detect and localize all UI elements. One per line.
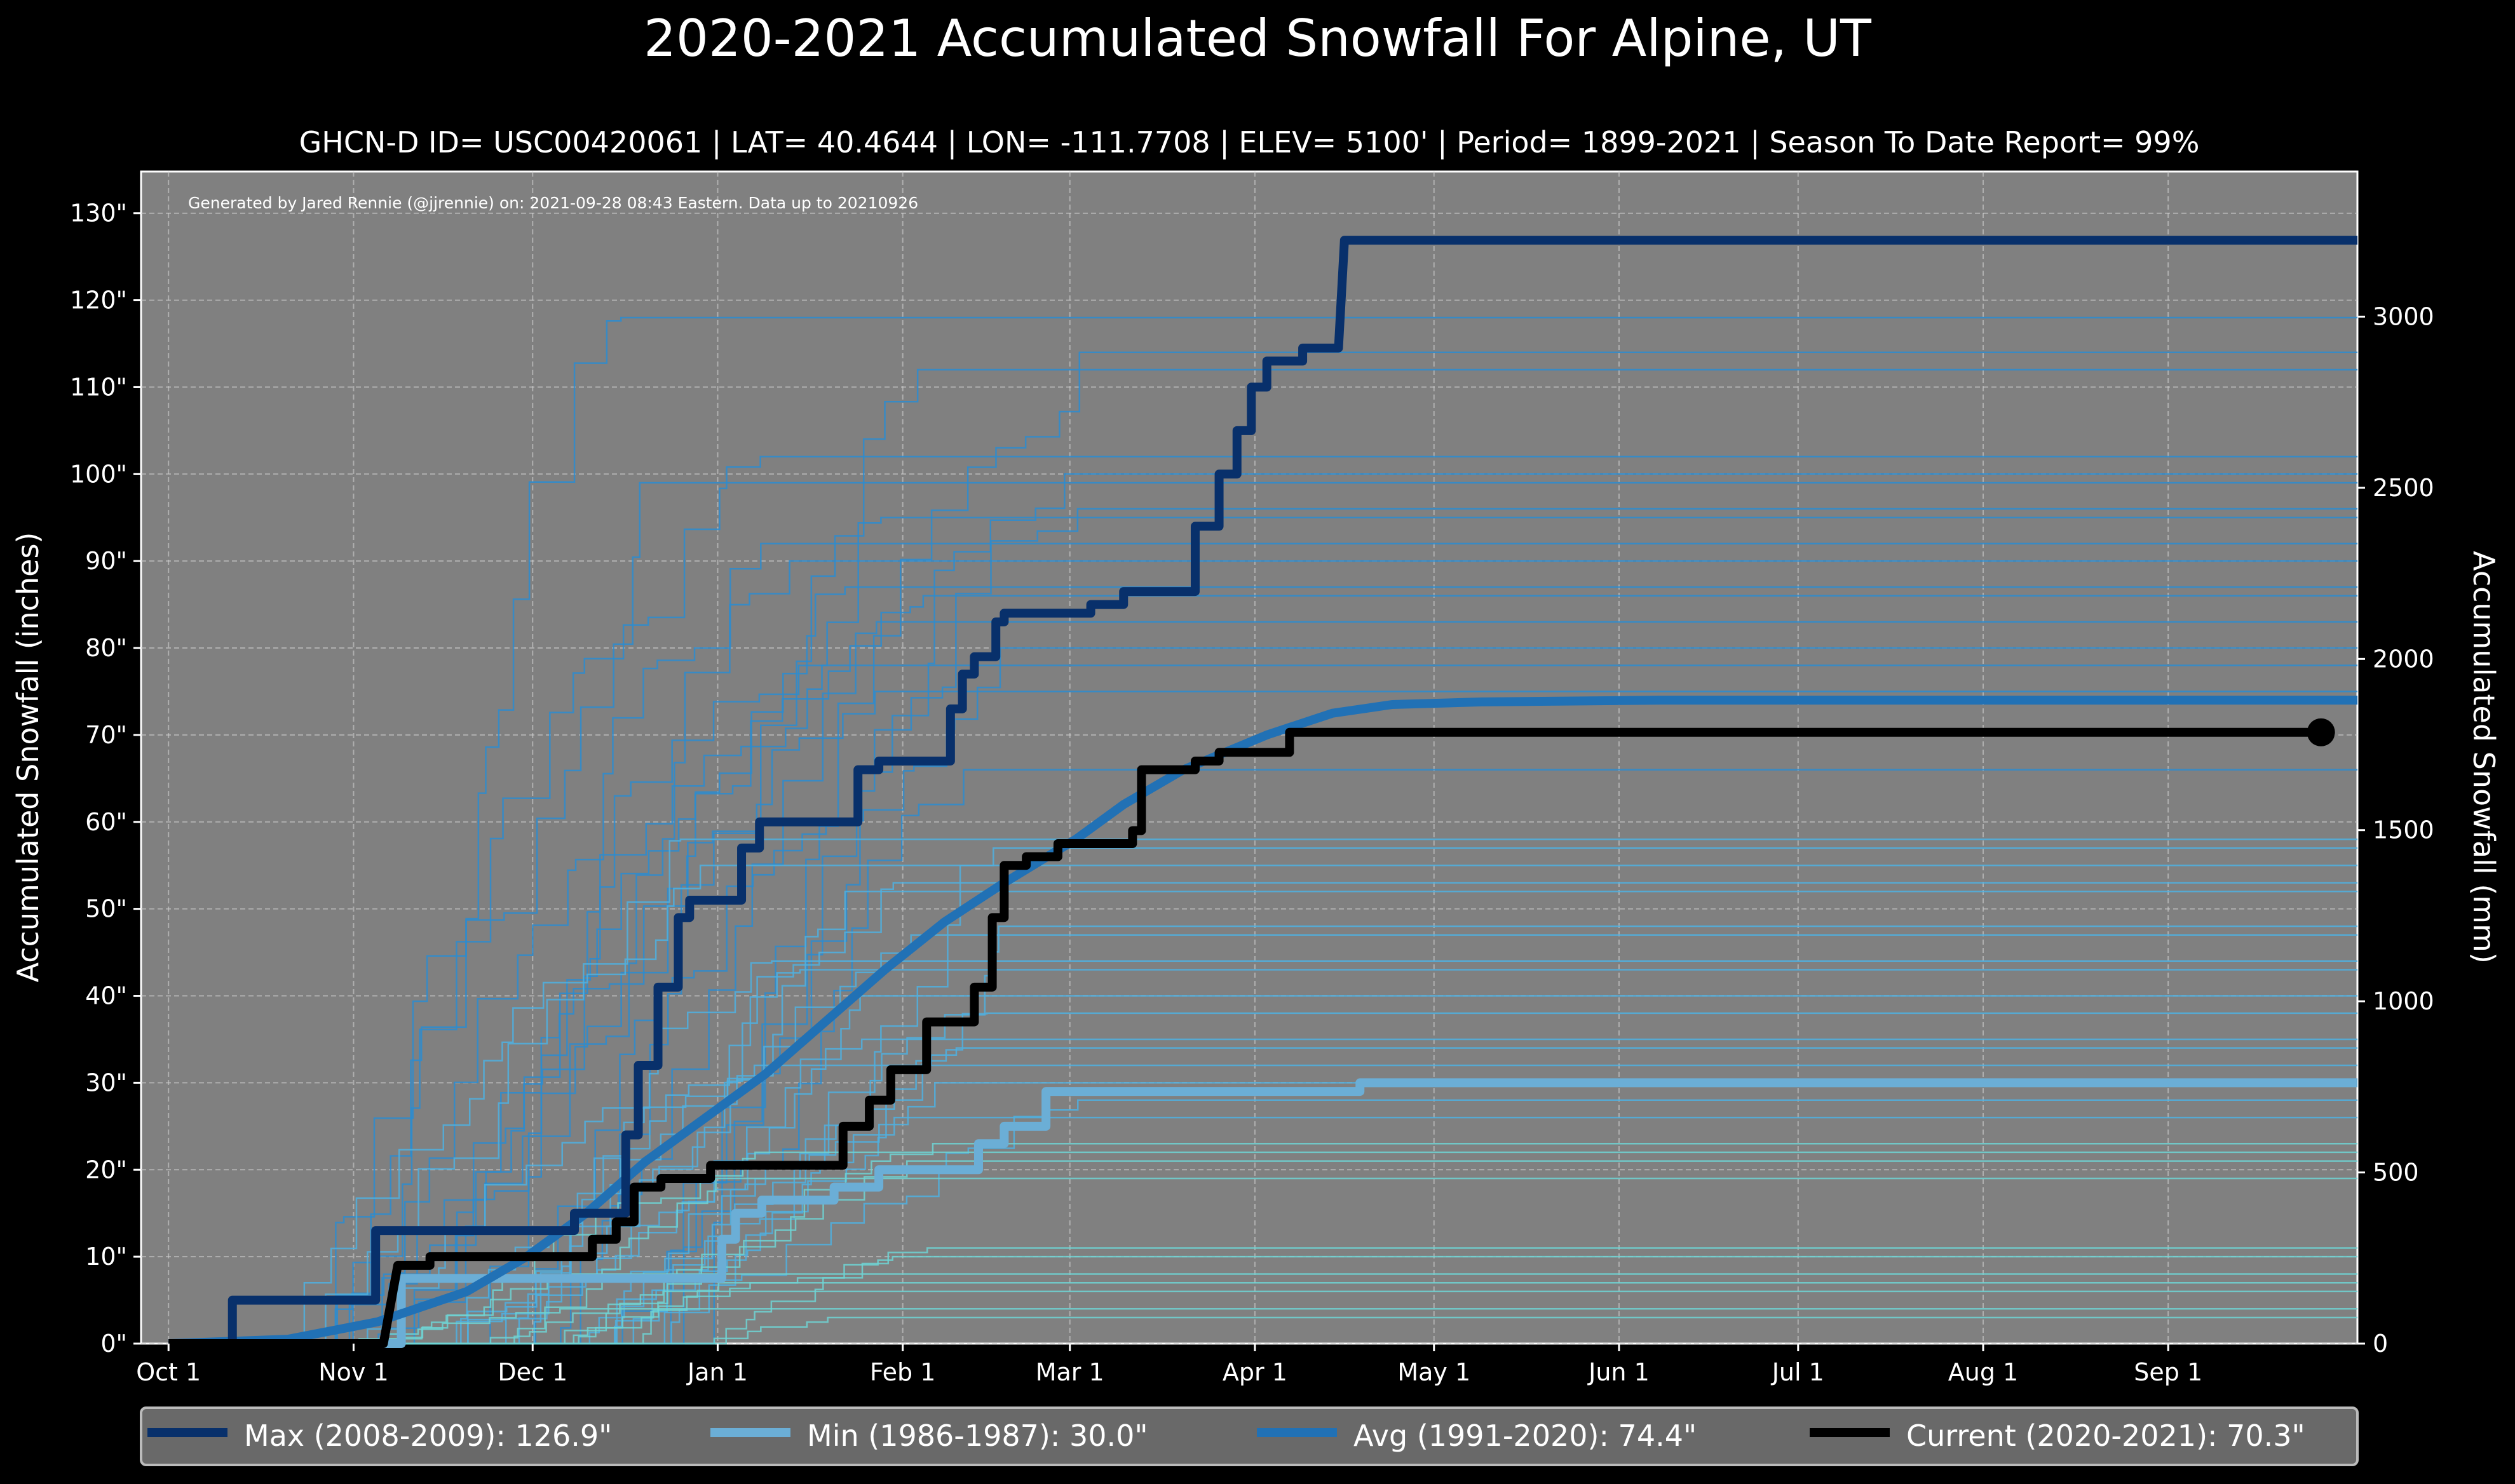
x-tick-label: Sep 1 xyxy=(2134,1358,2202,1386)
series-line-avg xyxy=(168,696,2357,1348)
legend-label: Avg (1991-2020): 74.4" xyxy=(1353,1419,1697,1453)
historical-season-line xyxy=(168,1142,2357,1345)
legend: Max (2008-2009): 126.9" Min (1986-1987): … xyxy=(140,1406,2359,1466)
y-right-tick-label: 1000 xyxy=(2373,987,2434,1015)
historical-season-line xyxy=(168,351,2357,1345)
y-tick-label: 130" xyxy=(70,199,127,227)
y-right-tick-label: 3000 xyxy=(2373,302,2434,330)
y-tick-label: 80" xyxy=(85,634,127,662)
y-tick-label: 120" xyxy=(70,287,127,314)
historical-season-line xyxy=(168,1099,2357,1345)
historical-season-line xyxy=(168,455,2357,1345)
x-tick-label: Jul 1 xyxy=(1771,1358,1824,1386)
historical-season-line xyxy=(168,1160,2357,1345)
legend-item-current: Current (2020-2021): 70.3" xyxy=(1810,1419,2305,1453)
legend-item-min: Min (1986-1987): 30.0" xyxy=(710,1419,1148,1453)
legend-label: Max (2008-2009): 126.9" xyxy=(244,1419,612,1453)
y-tick-label: 20" xyxy=(85,1156,127,1184)
historical-season-line xyxy=(168,1281,2357,1345)
x-tick-label: Mar 1 xyxy=(1036,1358,1104,1386)
legend-item-max: Max (2008-2009): 126.9" xyxy=(147,1419,612,1453)
y-right-tick-label: 2000 xyxy=(2373,645,2434,673)
y-tick-label: 100" xyxy=(70,460,127,488)
y-tick-label: 0" xyxy=(100,1330,127,1358)
x-tick-label: May 1 xyxy=(1397,1358,1470,1386)
x-tick-label: Apr 1 xyxy=(1223,1358,1287,1386)
legend-swatch xyxy=(1257,1428,1337,1437)
legend-label: Current (2020-2021): 70.3" xyxy=(1906,1419,2305,1453)
chart-title: 2020-2021 Accumulated Snowfall For Alpin… xyxy=(644,9,1872,68)
x-tick-label: Feb 1 xyxy=(870,1358,936,1386)
historical-season-line xyxy=(168,1316,2357,1345)
legend-box xyxy=(140,1406,2359,1466)
historical-season-line xyxy=(168,482,2357,1345)
x-tick-label: Aug 1 xyxy=(1948,1358,2018,1386)
historical-season-line xyxy=(168,1012,2357,1345)
y-tick-label: 50" xyxy=(85,895,127,923)
y-tick-label: 60" xyxy=(85,808,127,836)
y-tick-label: 40" xyxy=(85,982,127,1010)
legend-label: Min (1986-1987): 30.0" xyxy=(807,1419,1148,1453)
historical-season-line xyxy=(168,621,2357,1345)
historical-season-line xyxy=(168,1290,2357,1345)
main-series xyxy=(168,236,2357,1348)
legend-swatch xyxy=(147,1428,227,1437)
x-tick-label: Jun 1 xyxy=(1587,1358,1650,1386)
historical-season-line xyxy=(168,316,2357,1345)
historical-season-line xyxy=(168,1116,2357,1345)
current-endpoint-marker xyxy=(2307,718,2335,746)
historical-season-line xyxy=(168,1038,2357,1345)
x-tick-label: Oct 1 xyxy=(136,1358,201,1386)
series-line-current xyxy=(168,727,2321,1348)
credit-text: Generated by Jared Rennie (@jjrennie) on… xyxy=(188,194,918,212)
historical-season-line xyxy=(168,1177,2357,1345)
legend-swatch xyxy=(1810,1428,1890,1437)
y-tick-label: 90" xyxy=(85,547,127,575)
y-tick-label: 70" xyxy=(85,721,127,749)
historical-season-line xyxy=(168,1255,2357,1345)
y-tick-label: 30" xyxy=(85,1069,127,1096)
historical-season-line xyxy=(168,543,2357,1345)
historical-season-line xyxy=(168,1082,2357,1345)
y-right-tick-label: 1500 xyxy=(2373,816,2434,844)
historical-season-line xyxy=(168,864,2357,1345)
y-axis-label: Accumulated Snowfall (inches) xyxy=(11,532,45,983)
axes: Oct 1 Nov 1 Dec 1 Jan 1 Feb 1 Mar 1 Apr 1 May 1… xyxy=(70,199,2434,1386)
historical-season-line xyxy=(168,934,2357,1345)
y-right-tick-label: 0 xyxy=(2373,1330,2388,1358)
y-right-tick-label: 2500 xyxy=(2373,474,2434,502)
historical-season-line xyxy=(168,960,2357,1345)
x-tick-label: Jan 1 xyxy=(686,1358,748,1386)
historical-season-line xyxy=(168,595,2357,1345)
legend-item-avg: Avg (1991-2020): 74.4" xyxy=(1257,1419,1697,1453)
y-tick-label: 10" xyxy=(85,1243,127,1271)
historical-season-line xyxy=(168,838,2357,1345)
y-axis-label-right: Accumulated Snowfall (mm) xyxy=(2467,551,2501,964)
x-tick-label: Nov 1 xyxy=(318,1358,388,1386)
historical-season-line xyxy=(168,891,2357,1345)
historical-season-line xyxy=(168,1247,2357,1345)
legend-swatch xyxy=(710,1428,790,1437)
series-line-max xyxy=(168,236,2357,1348)
chart-subtitle: GHCN-D ID= USC00420061 | LAT= 40.4644 | … xyxy=(299,125,2200,160)
y-right-tick-label: 500 xyxy=(2373,1159,2419,1187)
series-line-min xyxy=(168,1078,2357,1348)
x-tick-label: Dec 1 xyxy=(498,1358,567,1386)
y-tick-label: 110" xyxy=(70,373,127,401)
